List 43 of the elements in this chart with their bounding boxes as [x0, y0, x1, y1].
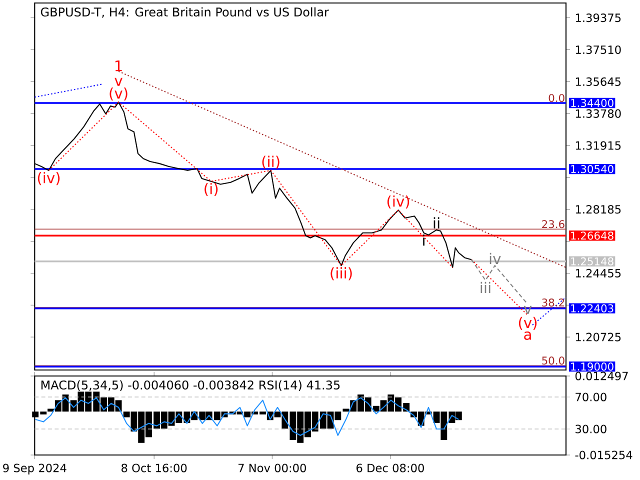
annotation: (iv)	[38, 172, 60, 186]
annotation: v	[114, 78, 122, 86]
y2-tick-label: 30.00	[576, 424, 606, 434]
annotation: (v)	[110, 87, 128, 100]
ref-line-label: 1.30540	[571, 165, 614, 174]
annotation: 23.6	[542, 220, 564, 228]
annotation: 0.0	[548, 94, 564, 102]
y-tick-label: 1.39375	[576, 14, 621, 22]
ref-line-label: 1.34400	[571, 98, 614, 107]
x-tick-label: 9 Sep 2024	[3, 464, 66, 474]
y-tick-label: 1.35645	[576, 77, 621, 86]
ref-line-label: 1.25148	[571, 257, 614, 266]
y-tick-label: 0.012497	[575, 372, 628, 380]
annotation: 38.2	[542, 298, 564, 307]
annotation: 1	[115, 60, 122, 72]
line-series	[34, 397, 460, 436]
y-tick-label: 1.31915	[576, 141, 621, 150]
annotation: (iii)	[330, 267, 352, 280]
y-tick-label: 1.33780	[576, 109, 621, 118]
ref-line-label: 1.26648	[571, 232, 614, 240]
annotation: iii	[480, 282, 490, 294]
y-tick-label: 1.28185	[576, 205, 621, 214]
annotation: a	[524, 331, 531, 340]
y-tick-label: 1.24455	[576, 268, 621, 278]
y2-tick-label: 70.00	[576, 392, 606, 402]
annotation: (v)	[518, 316, 537, 330]
ref-line-label: 1.19000	[571, 362, 614, 371]
y-tick-label: -0.015254	[575, 450, 632, 460]
annotation: iv	[490, 252, 501, 264]
annotation: (ii)	[262, 156, 280, 169]
y-tick-label: 1.20725	[576, 332, 621, 342]
x-tick-label: 8 Oct 16:00	[122, 464, 187, 472]
annotation: (iv)	[387, 195, 410, 209]
ref-line-label: 1.22403	[571, 304, 614, 312]
y-tick-label: 1.37510	[576, 45, 621, 54]
annotation: i	[423, 234, 424, 246]
x-tick-label: 6 Dec 08:00	[356, 464, 424, 472]
annotation: 50.0	[542, 356, 564, 365]
annotation: ii	[434, 217, 440, 228]
chart-title: GBPUSD-T, H4: Great Britain Pound vs US Dollar	[40, 7, 329, 18]
x-tick-label: 7 Nov 00:00	[238, 464, 306, 472]
annotation: (i)	[204, 182, 218, 196]
chart-title: MACD(5,34,5) -0.004060 -0.003842 RSI(14) 41.35	[41, 380, 340, 391]
